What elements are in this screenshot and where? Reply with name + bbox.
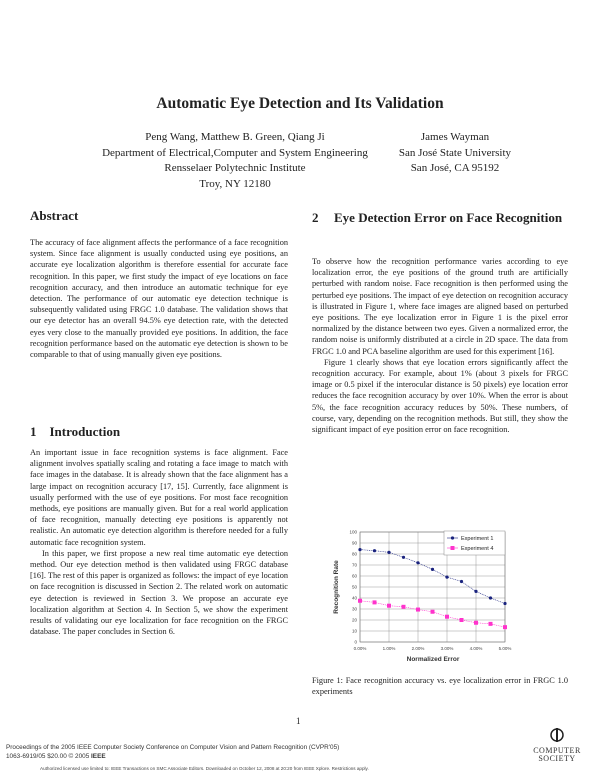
data-point [416,561,420,565]
abstract-heading: Abstract [30,208,79,223]
data-point [358,548,362,552]
y-tick-labels: 0 10 20 30 40 50 60 70 80 90 100 [349,530,357,645]
chart-series [358,548,507,630]
y-tick-label: 10 [352,629,358,634]
x-tick-label: 1.00% [383,646,396,651]
section-number: 1 [30,424,37,439]
authors-right: James Wayman San José State University S… [385,130,525,177]
x-axis-title: Normalized Error [407,656,460,663]
author-city: San José, CA 95192 [410,162,500,175]
data-point [416,607,420,612]
author-names: James Wayman [420,131,490,143]
figure-1-chart: 0 10 20 30 40 50 60 70 80 90 100 0.00% 1.00% 2.00% 3.… [333,530,512,664]
legend-label: Experiment 1 [461,536,493,542]
y-tick-label: 80 [352,552,358,557]
data-point [474,620,478,625]
proceedings-footer: Proceedings of the 2005 IEEE Computer So… [6,743,339,761]
data-point [503,625,507,630]
section2-paragraph: To observe how the recognition performan… [312,257,568,356]
y-tick-label: 100 [349,530,357,535]
data-point [459,618,464,622]
y-tick-label: 40 [352,596,358,601]
x-tick-label: 5.00% [499,646,512,651]
legend-marker [450,536,455,540]
author-inst: San José State University [398,146,512,159]
intro-paragraph: An important issue in face recognition s… [30,448,288,547]
abstract-paragraph: The accuracy of face alignment affects t… [30,238,288,360]
y-tick-label: 70 [352,563,358,568]
y-tick-label: 0 [354,640,357,645]
x-tick-label: 3.00% [441,646,454,651]
y-axis-title: Recognition Rate [333,560,340,614]
data-point [372,600,377,605]
authorized-use-notice: Authorized licensed use limited to: IEEE… [40,766,369,771]
intro-paragraph: In this paper, we first propose a new re… [30,548,288,637]
page-number: 1 [296,716,301,726]
series-line-2 [359,600,506,628]
data-point [503,601,507,606]
author-inst: Rensselaer Polytechnic Institute [164,162,306,175]
paper-title: Automatic Eye Detection and Its Validati… [156,95,444,112]
computer-society-logo: COMPUTER SOCIETY [522,728,592,763]
legend-marker [450,546,455,550]
data-point [387,603,391,608]
author-city: Troy, NY 12180 [199,178,271,191]
y-tick-label: 20 [352,618,358,623]
x-tick-label: 4.00% [470,646,483,651]
data-point [401,555,406,559]
y-tick-label: 60 [352,574,358,579]
data-point [488,596,493,600]
series-line-1 [359,549,506,604]
proceedings-line: Proceedings of the 2005 IEEE Computer So… [6,744,340,751]
data-point [430,609,435,614]
y-tick-label: 30 [352,607,358,612]
y-tick-label: 90 [352,541,358,546]
x-tick-labels: 0.00% 1.00% 2.00% 3.00% 4.00% 5.00% [354,646,512,651]
data-point [372,549,377,553]
chart-legend: Experiment 1 Experiment 4 [443,530,506,556]
section-title: Introduction [49,424,121,439]
section-number: 2 [312,210,319,225]
intro-heading: 1 Introduction [30,424,120,440]
authors-left: Peng Wang, Matthew B. Green, Qiang Ji De… [80,130,390,193]
data-point [488,621,493,626]
legend-box [443,530,506,556]
intro-text: An important issue in face recognition s… [30,447,288,637]
author-dept: Department of Electrical,Computer and Sy… [102,146,368,159]
ieee-cs-emblem-icon [550,728,564,742]
section2-heading: 2 Eye Detection Error on Face Recognition [312,208,568,227]
data-point [401,604,406,609]
section2-paragraph: Figure 1 clearly shows that eye location… [312,357,568,435]
ieee-label: IEEE [91,753,106,760]
data-point [445,575,449,579]
figure-caption: Figure 1: Face recognition accuracy vs. … [312,676,568,697]
data-point [430,567,435,571]
data-point [358,598,362,603]
x-tick-label: 0.00% [354,646,367,651]
data-point [459,579,464,584]
abstract-text: The accuracy of face alignment affects t… [30,237,288,360]
x-tick-label: 2.00% [412,646,425,651]
y-tick-label: 50 [352,585,358,590]
data-point [387,550,391,554]
plot-frame [359,531,506,643]
section-title: Eye Detection Error on Face Recognition [334,210,563,225]
legend-label: Experiment 4 [461,546,493,552]
data-point [474,589,478,593]
data-point [445,614,449,619]
logo-text: COMPUTER SOCIETY [533,746,581,763]
author-names: Peng Wang, Matthew B. Green, Qiang Ji [145,131,325,143]
section2-text: To observe how the recognition performan… [312,256,568,435]
issn-line: 1063-6919/05 $20.00 © 2005 [6,753,92,760]
